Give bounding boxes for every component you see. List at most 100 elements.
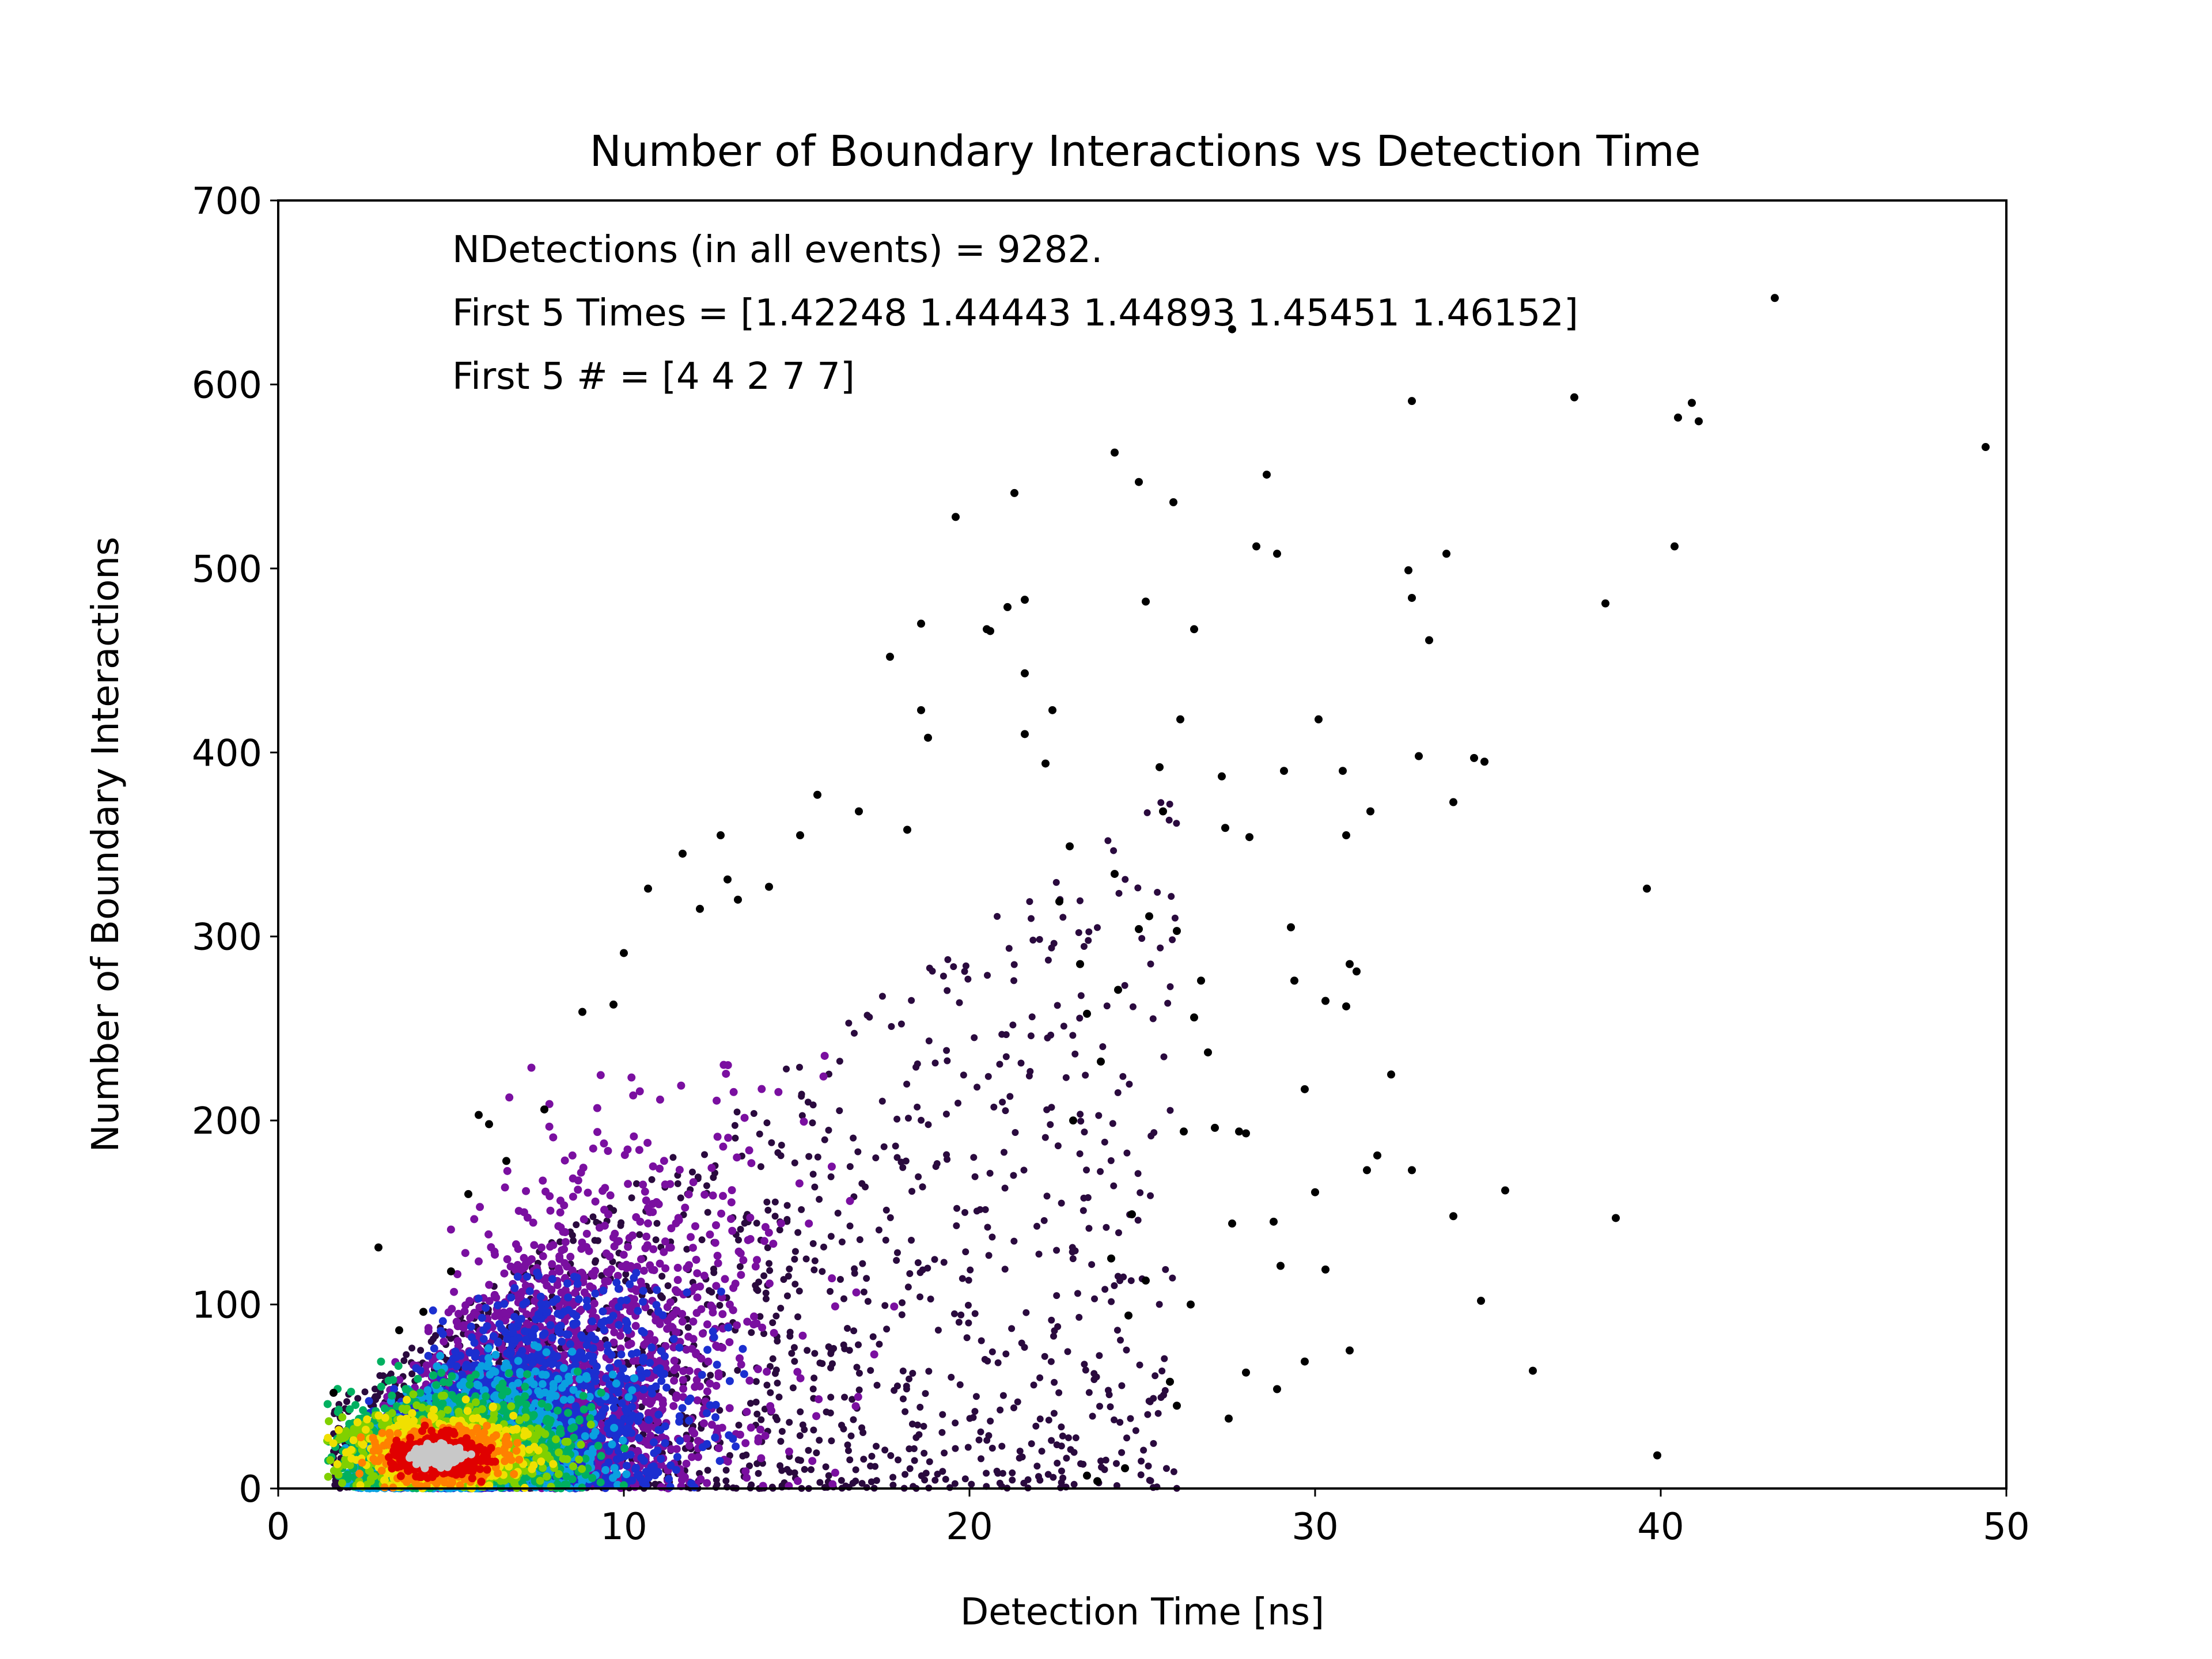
- data-point: [1154, 889, 1161, 896]
- data-point: [682, 1459, 691, 1468]
- data-point: [1029, 936, 1037, 944]
- data-point: [859, 1260, 866, 1267]
- data-point: [722, 1070, 730, 1078]
- data-point: [858, 1424, 866, 1431]
- data-point: [737, 1360, 745, 1369]
- data-point: [679, 1384, 688, 1393]
- data-point: [809, 1119, 816, 1127]
- data-point: [522, 1310, 531, 1319]
- data-point: [735, 1422, 743, 1429]
- data-point: [1123, 1346, 1130, 1354]
- data-point: [691, 1222, 700, 1230]
- data-point: [776, 1226, 783, 1234]
- data-point: [681, 1203, 690, 1212]
- data-point: [722, 1477, 730, 1484]
- data-point: [984, 1357, 991, 1365]
- data-point: [703, 1409, 711, 1418]
- data-point: [827, 1350, 835, 1357]
- data-point: [718, 1192, 727, 1200]
- data-point: [628, 1194, 635, 1202]
- data-point: [834, 1210, 842, 1217]
- data-point: [844, 1447, 852, 1455]
- data-point: [1096, 1352, 1103, 1359]
- data-point: [1116, 1419, 1124, 1426]
- data-point: [1035, 1251, 1043, 1258]
- data-point: [774, 1088, 783, 1096]
- data-point: [746, 1462, 753, 1469]
- data-point: [984, 972, 991, 979]
- data-point: [600, 1139, 608, 1148]
- data-point: [1088, 1261, 1096, 1268]
- data-point: [700, 1419, 709, 1427]
- data-point: [670, 1366, 679, 1374]
- data-point: [664, 1282, 672, 1289]
- data-point: [1085, 928, 1093, 935]
- data-point: [560, 1156, 569, 1165]
- data-point: [564, 1293, 573, 1302]
- data-point: [754, 1287, 762, 1294]
- data-point: [798, 1206, 805, 1213]
- data-point: [741, 1439, 750, 1448]
- data-point: [1059, 1474, 1067, 1482]
- data-point: [1090, 1376, 1098, 1383]
- data-point: [1081, 1361, 1088, 1368]
- data-point: [684, 1324, 692, 1331]
- data-point: [882, 1206, 890, 1214]
- data-point: [692, 1309, 701, 1317]
- data-point: [1085, 1225, 1093, 1232]
- data-point: [906, 1465, 914, 1472]
- data-point: [1055, 1389, 1063, 1396]
- data-point: [569, 1192, 577, 1201]
- data-point: [634, 1306, 642, 1315]
- data-point: [912, 1434, 920, 1441]
- data-point: [670, 1357, 679, 1365]
- data-point: [791, 1281, 799, 1288]
- data-point: [902, 1471, 909, 1478]
- data-point: [809, 1240, 817, 1247]
- data-point: [684, 1190, 693, 1199]
- data-point: [374, 1392, 381, 1400]
- data-point: [673, 1276, 682, 1285]
- data-point: [816, 1479, 824, 1486]
- data-point: [1117, 1336, 1124, 1344]
- data-point: [600, 1221, 609, 1230]
- data-point: [1050, 1410, 1058, 1417]
- data-point: [854, 1341, 862, 1349]
- data-point: [820, 1243, 827, 1251]
- data-point: [692, 1381, 701, 1389]
- data-point: [931, 1059, 939, 1067]
- data-point: [860, 1456, 868, 1463]
- data-point: [1134, 1170, 1142, 1177]
- data-point: [656, 1259, 664, 1268]
- data-point: [1157, 944, 1164, 952]
- data-point: [757, 1163, 764, 1171]
- data-point: [940, 1259, 948, 1266]
- data-point: [743, 1317, 752, 1326]
- data-point: [698, 1236, 706, 1244]
- data-point: [998, 1442, 1006, 1450]
- data-point: [855, 1386, 863, 1393]
- data-point: [794, 1229, 802, 1236]
- data-point: [796, 1432, 804, 1440]
- data-point: [959, 1275, 966, 1282]
- data-point: [777, 1305, 785, 1312]
- data-point: [758, 1323, 767, 1332]
- data-point: [969, 1414, 977, 1421]
- data-point: [669, 1154, 677, 1161]
- data-point: [713, 1252, 722, 1260]
- data-point: [514, 1207, 523, 1215]
- data-point: [766, 1260, 773, 1267]
- data-point: [1026, 898, 1033, 906]
- data-point: [728, 1186, 736, 1195]
- data-point: [625, 1234, 634, 1243]
- data-point: [424, 1351, 433, 1360]
- data-point: [881, 1302, 889, 1309]
- data-point: [914, 1259, 922, 1267]
- data-point: [823, 1408, 830, 1416]
- data-point: [1161, 1355, 1168, 1362]
- data-point: [698, 1330, 707, 1338]
- data-point: [646, 1261, 654, 1270]
- data-point: [855, 1369, 863, 1377]
